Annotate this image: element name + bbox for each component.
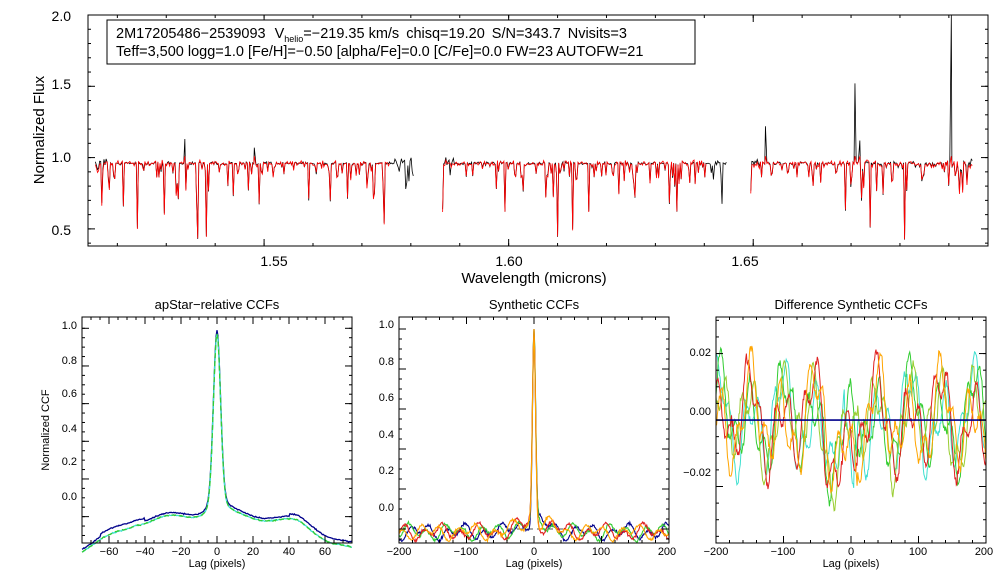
- vhelio-subscript: helio: [284, 34, 303, 44]
- model-spectrum-line: [94, 156, 390, 239]
- spectrum-xtick-label: 1.60: [495, 253, 522, 269]
- spectrum-ylabel: Normalized Flux: [31, 75, 48, 184]
- annotation-line-2: Teff=3,500 logg=1.0 [Fe/H]=−0.50 [alpha/…: [116, 44, 643, 60]
- spectrum-xtick-label: 1.65: [731, 253, 758, 269]
- nvisits-value: Nvisits=3: [568, 26, 627, 42]
- difference-ccf-xtick-label: 200: [975, 546, 993, 558]
- apstar-ccf-xtick-label: 20: [247, 546, 259, 558]
- observed-spectrum-line: [94, 139, 414, 239]
- spectrum-ytick-label: 2.0: [52, 8, 72, 24]
- difference-ccf-frame: [715, 316, 987, 544]
- apstar-ccf-xtick-label: −40: [136, 546, 155, 558]
- spectrum-data: [94, 15, 973, 240]
- difference-ccf-line: [716, 345, 986, 494]
- chisq-value: chisq=19.20: [406, 26, 485, 42]
- apstar-ccf-ytick-label: 0.0: [62, 491, 77, 503]
- synthetic-ccf-ytick-label: 0.0: [379, 502, 394, 514]
- apstar-ccf-panel: apStar−relative CCFs 0.0 0.2 0.4 0.6 0.8…: [40, 297, 353, 570]
- apstar-ccf-xtick-label: 40: [283, 546, 295, 558]
- vhelio-label: V: [275, 26, 285, 42]
- star-id: 2M17205486−2539093: [116, 26, 266, 42]
- observed-spectrum-line: [442, 156, 727, 237]
- spectrum-ytick-label: 1.0: [52, 149, 72, 165]
- apstar-ccf-ytick-label: 0.6: [62, 388, 77, 400]
- difference-ccf-ticks: [715, 317, 987, 543]
- synthetic-ccf-ticks: [398, 317, 670, 543]
- ccf-series-line: [81, 330, 353, 550]
- apstar-ccf-xtick-label: −60: [100, 546, 119, 558]
- annotation-box: [106, 19, 696, 65]
- difference-ccf-xtick-label: 0: [848, 546, 854, 558]
- difference-ccf-ytick-label: 0.00: [690, 406, 711, 418]
- spectrum-frame: [87, 14, 989, 247]
- spectrum-ytick-label: 1.5: [52, 76, 72, 92]
- difference-ccf-ytick-label: −0.02: [683, 467, 711, 479]
- observed-spectrum-line: [750, 15, 973, 240]
- apstar-ccf-ytick-label: 1.0: [62, 320, 77, 332]
- synthetic-ccf-ytick-label: 0.6: [379, 392, 394, 404]
- synthetic-ccf-ytick-label: 1.0: [379, 319, 394, 331]
- apstar-ccf-frame: [81, 316, 353, 544]
- ccf-series-line: [81, 333, 353, 553]
- difference-traces: [716, 345, 986, 512]
- synthetic-ccf-xtick-label: −200: [387, 546, 412, 558]
- apstar-ccf-title: apStar−relative CCFs: [155, 297, 280, 312]
- synthetic-ccf-ytick-label: 0.8: [379, 356, 394, 368]
- vhelio-value: =−219.35 km/s: [303, 26, 399, 42]
- synthetic-ccf-data: [398, 328, 670, 544]
- synthetic-ccf-xtick-label: 200: [658, 546, 676, 558]
- apstar-ccf-ytick-label: 0.8: [62, 355, 77, 367]
- snr-value: S/N=343.7: [492, 26, 561, 42]
- difference-ccf-xtick-label: −200: [704, 546, 729, 558]
- synthetic-ccf-xtick-label: −100: [454, 546, 479, 558]
- synthetic-ccf-line: [398, 328, 670, 544]
- apstar-ccf-xtick-label: 60: [319, 546, 331, 558]
- synthetic-ccf-ytick-label: 0.4: [379, 429, 394, 441]
- difference-ccf-xlabel: Lag (pixels): [823, 558, 880, 570]
- spectrum-panel: 2.0 1.5 1.0 0.5 1.55 1.60 1.65 Wavelengt…: [31, 8, 989, 287]
- apstar-ccf-ticks: [82, 317, 352, 543]
- difference-ccf-title: Difference Synthetic CCFs: [775, 297, 928, 312]
- difference-ccf-line: [716, 346, 986, 507]
- apstar-ccf-xlabel: Lag (pixels): [189, 558, 246, 570]
- apstar-ccf-data: [81, 330, 353, 553]
- apstar-ccf-ytick-label: 0.2: [62, 456, 77, 468]
- synthetic-ccf-ytick-label: 0.2: [379, 465, 394, 477]
- difference-ccf-xtick-label: 100: [909, 546, 927, 558]
- apstar-ccf-ytick-label: 0.4: [62, 423, 77, 435]
- spectrum-xlabel: Wavelength (microns): [461, 270, 606, 287]
- synthetic-ccf-line: [398, 328, 670, 544]
- apstar-ccf-xtick-label: 0: [214, 546, 220, 558]
- synthetic-ccf-panel: Synthetic CCFs 0.0 0.2 0.4 0.6 0.8 1.0 −…: [379, 297, 676, 570]
- synthetic-ccf-xtick-label: 0: [531, 546, 537, 558]
- synthetic-ccf-xlabel: Lag (pixels): [506, 558, 563, 570]
- difference-ccf-data: [716, 345, 986, 512]
- model-spectrum-line: [442, 158, 707, 237]
- spectrum-xtick-label: 1.55: [260, 253, 287, 269]
- difference-ccf-panel: Difference Synthetic CCFs −0.02 0.00 0.0…: [683, 297, 993, 570]
- difference-ccf-xtick-label: −100: [771, 546, 796, 558]
- synthetic-ccf-frame: [398, 316, 670, 544]
- spectrum-ytick-label: 0.5: [52, 222, 72, 238]
- ccf-series-line: [81, 333, 353, 553]
- synthetic-ccf-line: [398, 328, 670, 543]
- annotation-line-1: 2M17205486−2539093 Vhelio=−219.35 km/s chi…: [116, 26, 627, 44]
- synthetic-ccf-xtick-label: 100: [592, 546, 610, 558]
- synthetic-ccf-title: Synthetic CCFs: [489, 297, 580, 312]
- spectrum-traces: [94, 15, 973, 240]
- apstar-ccf-ylabel: Normalized CCF: [40, 389, 52, 471]
- difference-ccf-ytick-label: 0.02: [690, 347, 711, 359]
- model-spectrum-line: [750, 156, 973, 240]
- difference-ccf-line: [716, 349, 986, 490]
- apstar-ccf-xtick-label: −20: [172, 546, 191, 558]
- synthetic-ccf-line: [398, 328, 670, 544]
